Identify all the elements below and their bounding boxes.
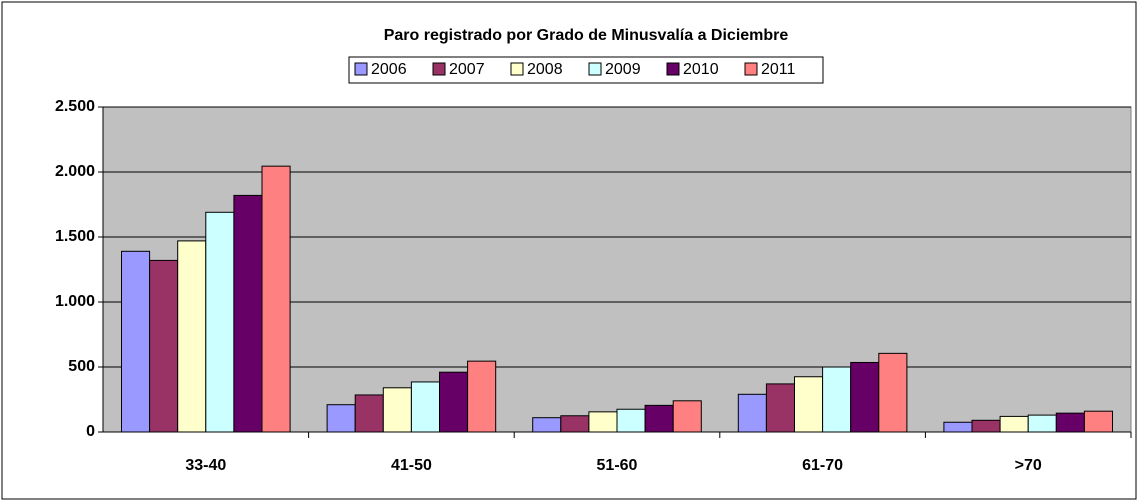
- bar: [261, 165, 291, 433]
- y-tick-label: 500: [68, 358, 95, 375]
- legend-label: 2008: [527, 61, 563, 78]
- y-tick-label: 1.500: [55, 228, 95, 245]
- bar: [532, 417, 562, 433]
- y-tick-label: 1.000: [55, 293, 95, 310]
- bar: [737, 393, 767, 433]
- bar: [149, 259, 179, 433]
- bar: [822, 366, 852, 433]
- legend-label: 2007: [449, 61, 485, 78]
- legend-swatch: [666, 62, 680, 76]
- legend-label: 2006: [371, 61, 407, 78]
- chart-title: Paro registrado por Grado de Minusvalía …: [384, 27, 789, 44]
- bar: [878, 352, 908, 433]
- bar: [326, 404, 356, 433]
- bar: [616, 408, 646, 433]
- bar: [467, 360, 497, 433]
- x-tick-label: 33-40: [185, 457, 226, 474]
- legend-box: [348, 56, 824, 84]
- y-tick-label: 0: [86, 423, 95, 440]
- bar: [943, 421, 973, 433]
- y-tick-label: 2.000: [55, 163, 95, 180]
- x-tick-label: 51-60: [597, 457, 638, 474]
- bar: [588, 411, 618, 433]
- bar: [850, 361, 880, 433]
- legend-swatch: [510, 62, 524, 76]
- bar: [999, 415, 1029, 433]
- legend-swatch: [432, 62, 446, 76]
- bar: [1083, 410, 1113, 433]
- bar: [765, 383, 796, 433]
- x-tick-label: 61-70: [802, 457, 843, 474]
- legend-swatch: [744, 62, 758, 76]
- x-tick-label: 41-50: [391, 457, 432, 474]
- bar: [794, 376, 824, 433]
- bar: [121, 250, 151, 433]
- bar: [382, 387, 412, 433]
- bar: [672, 400, 702, 433]
- bar: [1055, 412, 1085, 433]
- legend-label: 2011: [761, 61, 796, 78]
- bar: [971, 419, 1001, 433]
- legend-label: 2009: [605, 61, 641, 78]
- bar: [438, 371, 469, 433]
- bar: [644, 404, 674, 433]
- legend-label: 2010: [683, 61, 719, 78]
- bar: [233, 194, 263, 433]
- bar: [205, 211, 235, 433]
- bar: [1027, 414, 1057, 433]
- bar: [177, 240, 207, 433]
- y-tick-label: 2.500: [55, 98, 95, 115]
- legend-swatch: [588, 62, 602, 76]
- legend-swatch: [354, 62, 368, 76]
- bar: [410, 381, 440, 433]
- x-tick-label: >70: [1015, 457, 1042, 474]
- bar: [354, 394, 384, 433]
- bar: [560, 415, 590, 433]
